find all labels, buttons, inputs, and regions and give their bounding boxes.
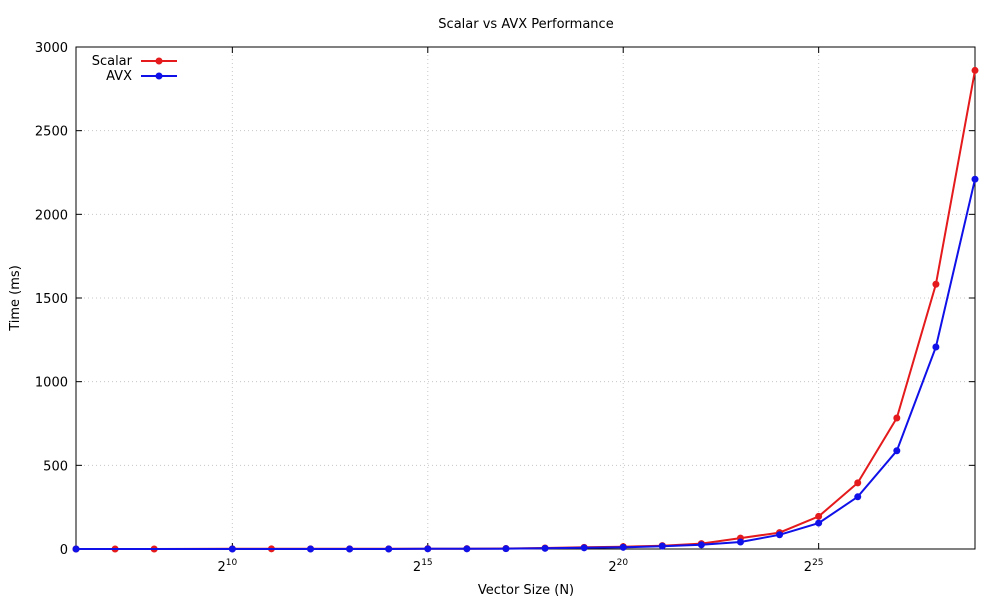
x-tick-exponent: 10	[226, 558, 238, 568]
legend-swatch-marker	[155, 72, 163, 80]
data-point-avx	[307, 545, 315, 553]
data-point-avx	[346, 545, 354, 553]
series-scalar	[72, 66, 979, 553]
x-tick-label: 210	[217, 558, 237, 575]
data-point-avx	[697, 541, 705, 549]
data-point-avx	[72, 545, 80, 553]
x-tick-exponent: 15	[421, 558, 432, 568]
data-point-avx	[971, 175, 979, 183]
y-tick-label: 1000	[35, 376, 68, 391]
y-tick-label: 2000	[35, 208, 68, 223]
x-tick-label: 215	[413, 558, 433, 575]
x-tick-base: 2	[413, 560, 421, 575]
data-point-avx	[932, 343, 940, 351]
y-axis-label: Time (ms)	[8, 265, 23, 332]
data-point-avx	[385, 545, 393, 553]
chart-title: Scalar vs AVX Performance	[438, 17, 613, 32]
series-line-scalar	[76, 70, 976, 550]
data-point-scalar	[932, 280, 940, 288]
data-point-avx	[815, 519, 823, 527]
x-axis-label: Vector Size (N)	[478, 583, 574, 598]
legend-label: AVX	[106, 69, 132, 84]
y-tick-label: 500	[43, 459, 68, 474]
y-tick-label: 2500	[35, 125, 68, 140]
data-point-avx	[580, 544, 588, 552]
data-point-avx	[854, 493, 862, 501]
data-point-avx	[502, 545, 510, 553]
y-tick-label: 0	[60, 543, 68, 558]
series-avx	[72, 175, 979, 553]
x-tick-exponent: 25	[812, 558, 823, 568]
x-tick-base: 2	[608, 560, 616, 575]
x-tick-label: 225	[804, 558, 824, 575]
y-tick-label: 3000	[35, 41, 68, 56]
x-tick-exponent: 20	[617, 558, 629, 568]
data-point-avx	[541, 544, 549, 552]
legend-label: Scalar	[92, 54, 133, 69]
x-tick-label: 220	[608, 558, 628, 575]
x-axis: 210 215 220 225	[217, 47, 824, 575]
x-tick-base: 2	[217, 560, 225, 575]
data-point-avx	[893, 447, 901, 455]
data-point-avx	[736, 538, 744, 546]
data-point-avx	[658, 542, 666, 550]
data-point-avx	[424, 545, 432, 553]
data-point-scalar	[815, 512, 823, 520]
grid	[76, 47, 975, 549]
data-point-avx	[228, 545, 236, 553]
data-point-scalar	[854, 479, 862, 487]
data-point-avx	[463, 545, 471, 553]
x-tick-base: 2	[804, 560, 812, 575]
data-point-scalar	[971, 66, 979, 74]
y-axis: 0 500 1000 1500 2000 2500 3000	[35, 41, 975, 558]
data-point-avx	[776, 531, 784, 539]
legend-swatch-marker	[155, 57, 163, 65]
data-point-scalar	[893, 414, 901, 422]
y-tick-label: 1500	[35, 292, 68, 307]
series-line-avx	[76, 178, 976, 550]
data-point-avx	[619, 543, 627, 551]
series-layer	[72, 66, 979, 553]
